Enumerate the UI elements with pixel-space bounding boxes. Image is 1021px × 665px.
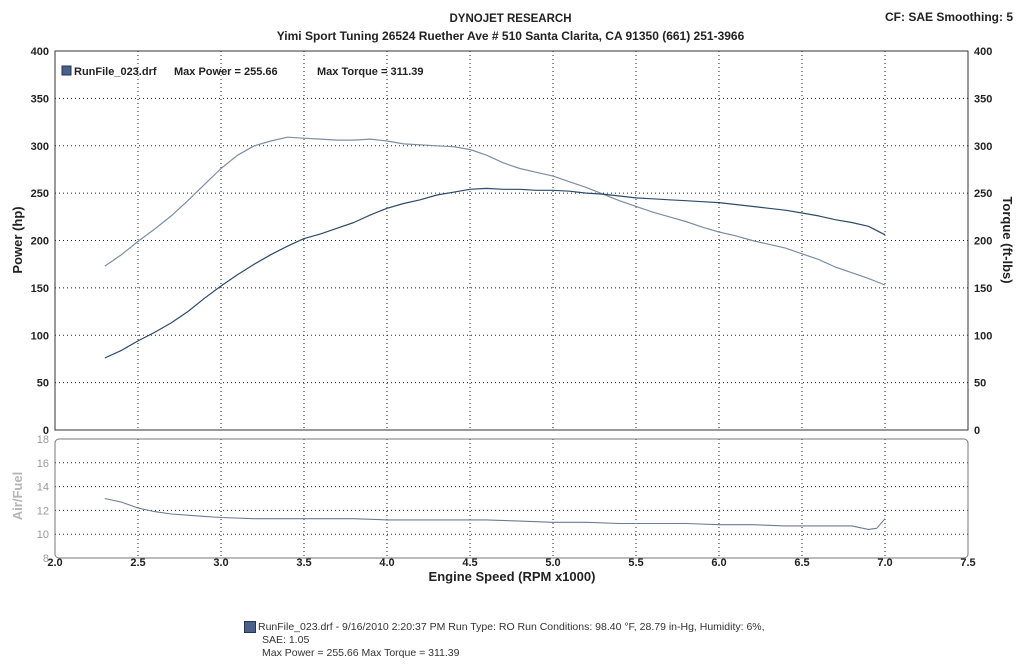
y-tick-label-right: 50 [974,378,986,390]
series-layer [104,136,886,530]
afr-tick-label: 18 [37,434,49,446]
x-tick-label: 6.5 [794,557,809,569]
x-tick-label: 7.5 [960,557,975,569]
x-tick-label: 7.0 [877,557,892,569]
afr-grid [55,439,968,558]
run-info-line-2: SAE: 1.05 [262,634,310,646]
y-tick-label-right: 100 [974,330,992,342]
x-axis-label: Engine Speed (RPM x1000) [429,569,596,584]
correction-factor-info: CF: SAE Smoothing: 5 [885,10,1013,24]
y-tick-label-right: 200 [974,236,992,248]
x-tick-label: 4.5 [462,557,477,569]
x-tick-label: 4.0 [379,557,394,569]
afr-tick-label: 12 [37,505,49,517]
x-tick-label: 2.0 [47,557,62,569]
file-icon [61,65,72,76]
afr-tick-label: 14 [37,482,49,494]
y-tick-label-right: 150 [974,283,992,295]
y-axis-left-label: Power (hp) [10,206,25,273]
run-info-line-3: Max Power = 255.66 Max Torque = 311.39 [262,647,460,659]
y-tick-label-right: 250 [974,188,992,200]
afr-tick-label: 16 [37,458,49,470]
air-fuel-line [104,497,886,530]
afr-plot-frame [54,438,969,559]
legend-max-torque: Max Torque = 311.39 [317,66,424,78]
torque-line [104,136,886,286]
legend-max-power: Max Power = 255.66 [174,66,278,78]
y-tick-label-left: 50 [37,378,49,390]
x-tick-label: 6.0 [711,557,726,569]
afr-tick-label: 10 [37,529,49,541]
y-tick-label-right: 300 [974,141,992,153]
y-tick-label-left: 400 [31,46,49,58]
y-tick-label-right: 350 [974,93,992,105]
legend-file: RunFile_023.drf [74,66,157,78]
y-tick-label-left: 100 [31,330,49,342]
run-info-footer: RunFile_023.drf - 9/16/2010 2:20:37 PM R… [244,621,884,660]
y-tick-label-right: 0 [974,425,980,437]
x-tick-label: 3.5 [296,557,311,569]
chart-title: DYNOJET RESEARCH [449,13,572,25]
y-tick-label-right: 400 [974,46,992,58]
y-tick-label-left: 0 [43,425,49,437]
x-tick-label: 5.5 [628,557,643,569]
x-tick-label: 5.0 [545,557,560,569]
file-icon [244,621,256,634]
run-info-line-1: RunFile_023.drf - 9/16/2010 2:20:37 PM R… [258,621,765,633]
y-tick-label-left: 300 [31,141,49,153]
y-tick-label-left: 200 [31,236,49,248]
power-line [104,187,886,359]
y-axis-right-label: Torque (ft-lbs) [1000,196,1015,283]
afr-axis-label: Air/Fuel [10,472,25,520]
x-tick-label: 2.5 [130,557,145,569]
legend: RunFile_023.drf Max Power = 255.66 Max T… [61,65,424,78]
main-plot-frame [54,50,969,431]
y-tick-label-left: 150 [31,283,49,295]
dyno-chart: 2.0 2.5 3.0 3.5 4.0 4.5 5.0 5.5 6.0 6.5 7.0 7.5 0 0 50… [10,46,1015,584]
tick-layer: 2.0 2.5 3.0 3.5 4.0 4.5 5.0 5.5 6.0 6.5 7.0 7.5 0 0 50… [31,46,993,569]
y-tick-label-left: 350 [31,93,49,105]
x-tick-label: 3.0 [213,557,228,569]
afr-tick-label: 8 [43,553,49,565]
shop-info: Yimi Sport Tuning 26524 Ruether Ave # 51… [276,29,745,43]
y-tick-label-left: 250 [31,188,49,200]
main-grid [55,51,968,430]
